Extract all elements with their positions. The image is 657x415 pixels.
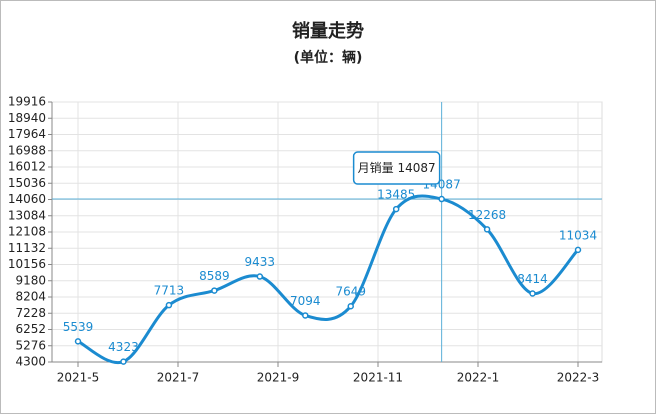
data-label: 8589 — [199, 269, 230, 283]
data-label: 13485 — [377, 188, 415, 202]
point — [256, 273, 264, 280]
y-tick-label: 8204 — [15, 290, 46, 304]
data-label: 7649 — [335, 285, 366, 299]
x-tick-label: 2022-3 — [557, 371, 600, 385]
data-label: 9433 — [245, 255, 276, 269]
point — [120, 358, 127, 365]
y-tick-label: 10156 — [8, 257, 46, 271]
point — [347, 302, 354, 310]
point — [302, 312, 309, 319]
data-label: 7713 — [154, 284, 185, 298]
tooltip: 月销量 14087 — [352, 151, 441, 185]
chart-title: 销量走势 — [292, 20, 364, 42]
data-label: 11034 — [559, 228, 597, 242]
y-tick-label: 16012 — [8, 160, 46, 174]
point — [529, 290, 536, 297]
y-tick-label: 11132 — [8, 241, 46, 255]
data-label: 7094 — [290, 294, 321, 308]
point — [392, 205, 400, 213]
data-label: 4323 — [108, 340, 139, 354]
point — [74, 338, 82, 345]
y-tick-label: 16988 — [8, 143, 46, 157]
tooltip-text: 月销量 14087 — [358, 161, 436, 175]
data-label: 5539 — [63, 320, 94, 334]
y-tick-label: 12108 — [8, 225, 46, 239]
y-tick-label: 4300 — [15, 355, 46, 369]
tooltip-value: 14087 — [397, 161, 435, 175]
y-tick-label: 13084 — [8, 208, 46, 222]
x-tick-label: 2022-1 — [457, 371, 500, 385]
tooltip-box — [352, 151, 441, 185]
y-tick-label: 14060 — [8, 192, 46, 206]
tooltip-name: 月销量 — [358, 161, 394, 175]
data-label: 12268 — [468, 208, 506, 222]
y-tick-label: 17964 — [8, 127, 46, 141]
point — [574, 246, 582, 254]
chart-subtitle: (单位：辆) — [294, 49, 363, 66]
y-tick-label: 18940 — [8, 111, 46, 125]
y-tick-label: 9180 — [15, 273, 46, 287]
y-tick-label: 5276 — [15, 338, 46, 352]
data-label: 8414 — [517, 272, 548, 286]
x-tick-label: 2021-11 — [353, 371, 403, 385]
x-tick-label: 2021-7 — [157, 371, 200, 385]
point — [165, 301, 173, 309]
y-tick-label: 6252 — [15, 322, 46, 336]
point — [438, 195, 445, 203]
x-tick-label: 2021-5 — [57, 371, 100, 385]
point — [211, 287, 218, 294]
y-tick-label: 15036 — [8, 176, 46, 190]
y-tick-label: 19916 — [8, 95, 46, 109]
x-tick-label: 2021-9 — [257, 371, 300, 385]
point — [483, 226, 491, 233]
y-tick-label: 7228 — [15, 306, 46, 320]
